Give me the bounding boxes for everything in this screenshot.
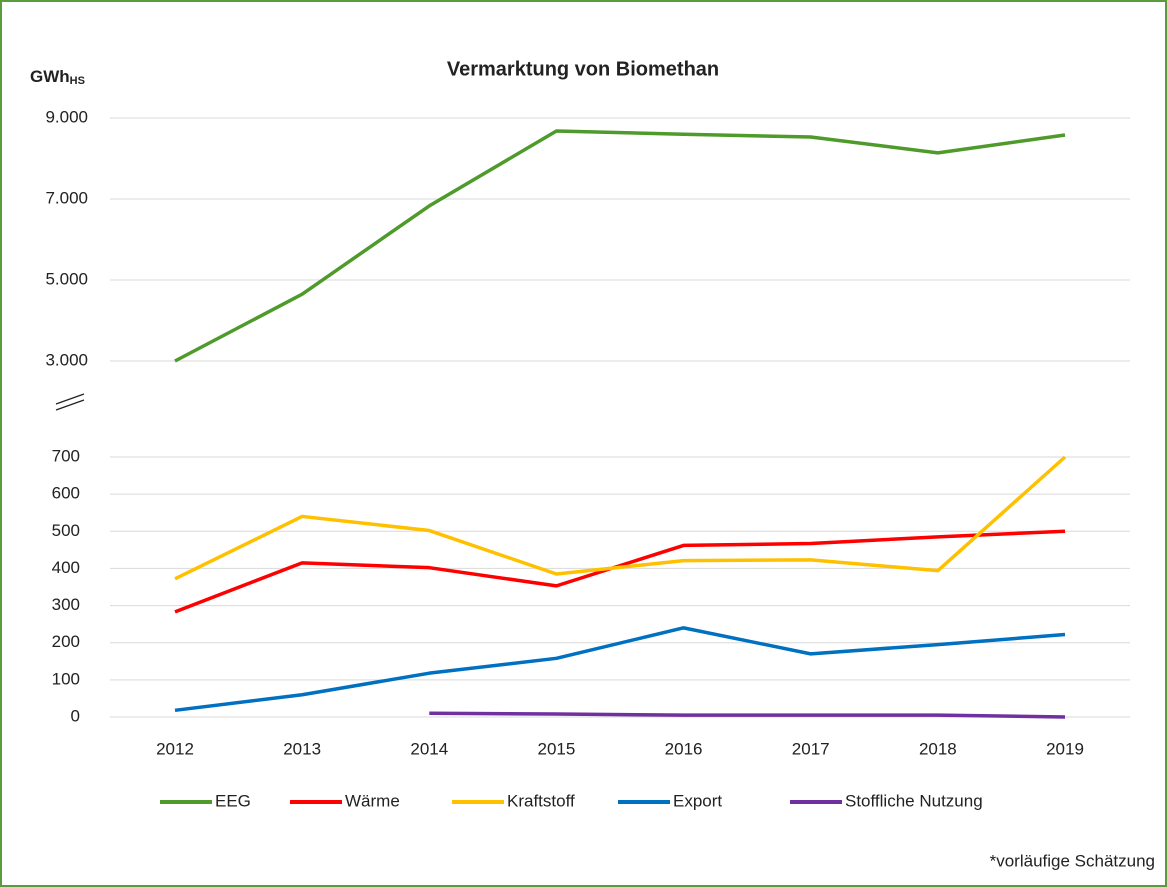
y-tick-label: 0 [71,706,80,725]
legend-label: Export [673,791,722,810]
x-tick-label: 2013 [283,739,321,758]
y-tick-label: 7.000 [45,188,88,207]
chart-title: Vermarktung von Biomethan [447,58,719,80]
legend-label: EEG [215,791,251,810]
y-tick-label: 100 [52,669,80,688]
x-tick-label: 2014 [410,739,448,758]
y-tick-label: 3.000 [45,350,88,369]
y-tick-label: 200 [52,632,80,651]
legend-label: Stoffliche Nutzung [845,791,983,810]
x-tick-label: 2015 [538,739,576,758]
data-line [174,626,1066,713]
data-line [174,455,1067,581]
y-tick-label: 9.000 [45,107,88,126]
y-tick-label: 400 [52,558,80,577]
y-tick-label: 600 [52,484,80,503]
x-tick-label: 2019 [1046,739,1084,758]
y-axis-label: GWhHS [30,67,85,86]
x-tick-label: 2017 [792,739,830,758]
y-axis-unit: GWh [30,67,70,86]
y-tick-label: 300 [52,595,80,614]
axis-break [55,393,85,411]
x-tick-label: 2016 [665,739,703,758]
y-tick-label: 700 [52,446,80,465]
data-line [429,711,1066,719]
annotation: *vorläufige Schätzung [990,851,1155,870]
data-line [174,129,1066,363]
y-tick-label: 500 [52,521,80,540]
y-axis-unit-sub: HS [70,75,85,87]
x-tick-label: 2012 [156,739,194,758]
legend-label: Kraftstoff [507,791,575,810]
legend-label: Wärme [345,791,400,810]
x-tick-label: 2018 [919,739,957,758]
y-tick-label: 5.000 [45,269,88,288]
